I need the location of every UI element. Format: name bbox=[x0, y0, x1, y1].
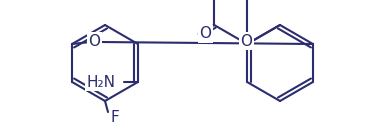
Text: O: O bbox=[88, 34, 100, 48]
Text: F: F bbox=[110, 110, 120, 124]
Text: H₂N: H₂N bbox=[87, 75, 116, 89]
Text: O: O bbox=[199, 26, 211, 42]
Text: O: O bbox=[240, 34, 252, 48]
